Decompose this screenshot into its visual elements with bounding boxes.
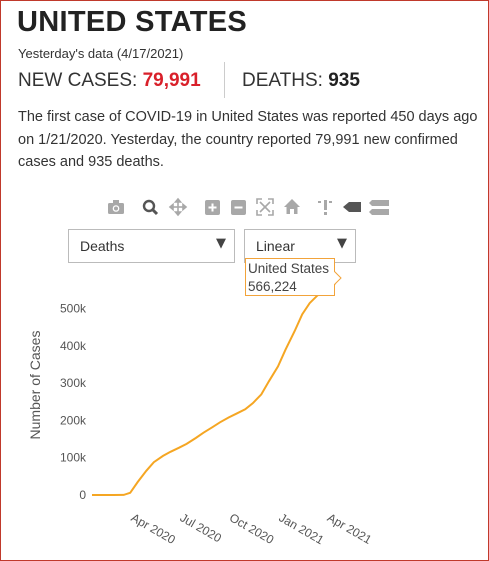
scale-select[interactable]: Linear ▼ xyxy=(244,229,356,263)
camera-icon[interactable] xyxy=(108,200,124,214)
deaths: DEATHS: 935 xyxy=(242,70,360,92)
y-tick-label: 400k xyxy=(60,339,87,353)
pan-icon[interactable] xyxy=(168,197,188,217)
y-tick-label: 300k xyxy=(60,376,87,390)
chart-toolbar xyxy=(108,197,389,217)
y-tick-label: 100k xyxy=(60,451,87,465)
x-tick-label: Jan 2021 xyxy=(277,510,327,547)
deaths-label: DEATHS: xyxy=(242,70,329,91)
page-title: UNITED STATES xyxy=(17,6,247,38)
zoom-icon[interactable] xyxy=(142,199,159,216)
stats-divider xyxy=(224,62,225,98)
y-tick-label: 500k xyxy=(60,302,87,316)
y-axis-label: Number of Cases xyxy=(27,331,43,440)
y-tick-label: 200k xyxy=(60,413,87,427)
metric-select-value: Deaths xyxy=(80,238,125,254)
x-tick-label: Oct 2020 xyxy=(227,510,276,547)
chevron-down-icon: ▼ xyxy=(337,236,347,251)
zoom-out-icon[interactable] xyxy=(231,200,246,215)
home-icon[interactable] xyxy=(284,199,300,214)
data-date: Yesterday's data (4/17/2021) xyxy=(18,46,184,61)
tooltip-value: 566,224 xyxy=(248,279,297,294)
zoom-in-icon[interactable] xyxy=(205,200,220,215)
scale-select-value: Linear xyxy=(256,238,295,254)
series-line-united-states xyxy=(92,283,336,496)
new-cases-value: 79,991 xyxy=(142,70,201,91)
chevron-down-icon: ▼ xyxy=(216,236,226,251)
hover-closest-icon[interactable] xyxy=(343,202,361,212)
deaths-value: 935 xyxy=(328,70,360,91)
spike-lines-icon[interactable] xyxy=(318,200,332,215)
autoscale-icon[interactable] xyxy=(256,198,274,216)
tooltip-series: United States xyxy=(248,261,330,276)
hover-compare-icon[interactable] xyxy=(369,200,389,215)
x-tick-label: Jul 2020 xyxy=(178,510,225,545)
y-tick-label: 0 xyxy=(79,488,86,502)
new-cases-label: NEW CASES: xyxy=(18,70,143,91)
tooltip-pointer xyxy=(334,270,342,286)
metric-select[interactable]: Deaths ▼ xyxy=(68,229,235,263)
new-cases: NEW CASES: 79,991 xyxy=(18,70,201,91)
stats-row: NEW CASES: 79,991 DEATHS: 935 xyxy=(18,62,360,98)
x-tick-label: Apr 2021 xyxy=(325,510,374,547)
x-tick-label: Apr 2020 xyxy=(129,510,178,547)
hover-tooltip: United States 566,224 xyxy=(245,258,335,296)
description-paragraph: The first case of COVID-19 in United Sta… xyxy=(18,109,478,170)
